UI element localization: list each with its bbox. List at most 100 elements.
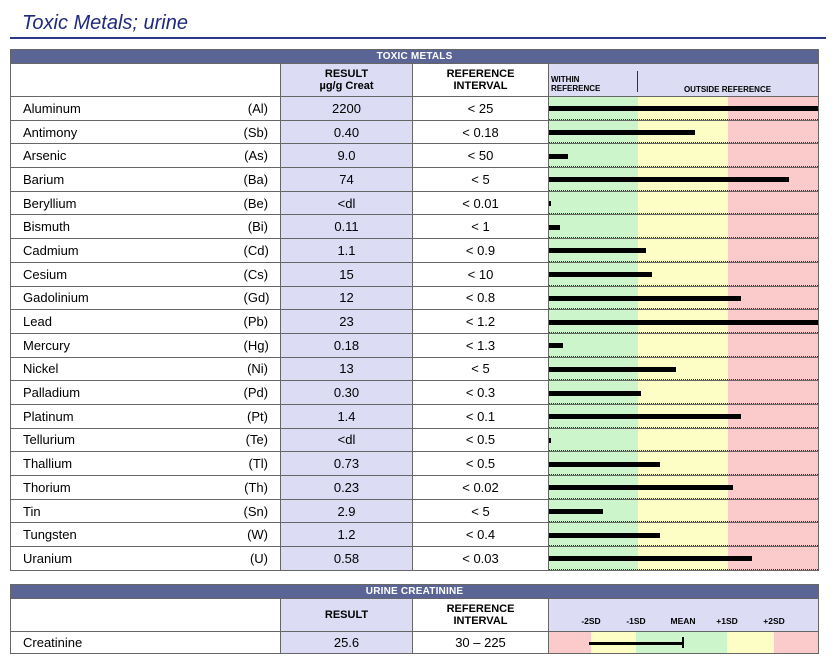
metal-result: 0.23 <box>280 475 413 500</box>
red-zone <box>728 334 818 357</box>
result-bar <box>549 201 551 207</box>
metal-result: 0.73 <box>280 451 413 476</box>
red-zone <box>728 121 818 143</box>
within-reference-label: WITHIN REFERENCE <box>551 75 601 93</box>
table-row: Uranium (U) 0.58 < 0.03 <box>10 546 820 571</box>
row-dotted-line <box>549 237 818 238</box>
green-zone <box>549 192 638 214</box>
sd-label: -1SD <box>626 616 646 626</box>
result-bar <box>549 295 741 301</box>
red-zone <box>728 239 818 262</box>
header-divider <box>637 71 638 92</box>
yellow-zone <box>638 215 728 238</box>
metal-name: Aluminum <box>10 96 244 121</box>
table-row: Platinum (Pt) 1.4 < 0.1 <box>10 403 820 429</box>
metal-symbol: (Ni) <box>243 356 281 382</box>
range-chart-cell <box>547 143 820 169</box>
metal-name: Cesium <box>10 261 244 287</box>
creatinine-result-header: RESULT <box>280 598 413 632</box>
metal-name: Thorium <box>10 475 244 500</box>
sd-scale-header: -2SD -1SD MEAN +1SD +2SD <box>547 598 820 632</box>
metal-symbol: (As) <box>243 143 281 169</box>
metal-reference: < 5 <box>412 356 549 382</box>
table-row: Thallium (Tl) 0.73 < 0.5 <box>10 451 820 476</box>
metal-symbol: (Hg) <box>243 332 281 358</box>
creatinine-reference-header: REFERENCE INTERVAL <box>412 598 549 632</box>
green-zone <box>549 215 638 238</box>
metal-symbol: (Th) <box>243 475 281 500</box>
table-row: Antimony (Sb) 0.40 < 0.18 <box>10 119 820 145</box>
metal-result: 12 <box>280 285 413 311</box>
sd-label: +1SD <box>716 616 738 626</box>
metal-symbol: (Ba) <box>243 167 281 192</box>
sd-label: -2SD <box>581 616 601 626</box>
metal-name: Lead <box>10 309 244 334</box>
yellow-zone <box>638 358 728 380</box>
table-row: Mercury (Hg) 0.18 < 1.3 <box>10 332 820 358</box>
yellow-zone <box>638 144 728 167</box>
creatinine-name: Creatinine <box>10 631 244 654</box>
metal-name: Thallium <box>10 451 244 476</box>
metal-name: Palladium <box>10 380 244 405</box>
result-bar <box>549 556 752 562</box>
result-bar <box>549 390 641 396</box>
metal-result: 0.58 <box>280 546 413 571</box>
result-bar <box>549 106 818 112</box>
row-dotted-line <box>549 545 818 546</box>
metal-reference: < 0.1 <box>412 403 549 429</box>
reference-header: REFERENCE INTERVAL <box>412 63 549 97</box>
green-zone <box>549 429 638 451</box>
metal-name: Arsenic <box>10 143 244 169</box>
result-bar <box>549 130 695 136</box>
metal-result: <dl <box>280 190 413 216</box>
creatinine-symbol <box>243 631 281 654</box>
range-chart-cell <box>547 309 820 334</box>
table-row: Tungsten (W) 1.2 < 0.4 <box>10 522 820 548</box>
yellow-zone <box>638 192 728 214</box>
yellow-zone <box>638 429 728 451</box>
sd-label: +2SD <box>763 616 785 626</box>
metal-name: Uranium <box>10 546 244 571</box>
metal-symbol: (Pt) <box>243 403 281 429</box>
metal-name: Cadmium <box>10 238 244 263</box>
table-row: Bismuth (Bi) 0.11 < 1 <box>10 214 820 240</box>
metal-symbol: (Be) <box>243 190 281 216</box>
row-dotted-line <box>549 284 818 286</box>
metal-symbol: (Cs) <box>243 261 281 287</box>
metal-reference: < 0.8 <box>412 285 549 311</box>
red-zone <box>728 500 818 522</box>
result-bar <box>549 248 646 254</box>
page-title: Toxic Metals; urine <box>22 12 188 34</box>
result-bar <box>549 177 789 183</box>
creatinine-banner: URINE CREATININE <box>9 584 820 599</box>
metal-name: Mercury <box>10 332 244 358</box>
table-row: Cesium (Cs) 15 < 10 <box>10 261 820 287</box>
metal-reference: < 0.9 <box>412 238 549 263</box>
creatinine-result: 25.6 <box>280 631 413 654</box>
red-zone <box>728 358 818 380</box>
red-zone <box>728 286 818 309</box>
range-chart-header: WITHIN REFERENCE OUTSIDE REFERENCE <box>547 63 820 97</box>
table-row: Lead (Pb) 23 < 1.2 <box>10 309 820 334</box>
row-dotted-line <box>549 213 818 214</box>
red-zone <box>728 476 818 499</box>
toxic-metals-banner: TOXIC METALS <box>9 49 820 64</box>
metal-reference: < 5 <box>412 167 549 192</box>
range-chart-cell <box>547 546 820 571</box>
range-chart-cell <box>547 238 820 263</box>
result-bar <box>549 437 551 443</box>
range-chart-cell <box>547 498 820 524</box>
metal-reference: < 1 <box>412 214 549 240</box>
result-bar <box>549 509 603 515</box>
red-zone <box>728 547 818 570</box>
range-chart-cell <box>547 356 820 382</box>
result-bar <box>549 366 676 372</box>
red-zone <box>728 263 818 286</box>
creatinine-row: Creatinine 25.6 30 – 225 <box>10 631 820 654</box>
metal-reference: < 25 <box>412 96 549 121</box>
range-chart-cell <box>547 427 820 453</box>
metal-result: 1.4 <box>280 403 413 429</box>
metal-symbol: (Al) <box>243 96 281 121</box>
result-header: RESULT µg/g Creat <box>280 63 413 97</box>
metal-name: Tin <box>10 498 244 524</box>
